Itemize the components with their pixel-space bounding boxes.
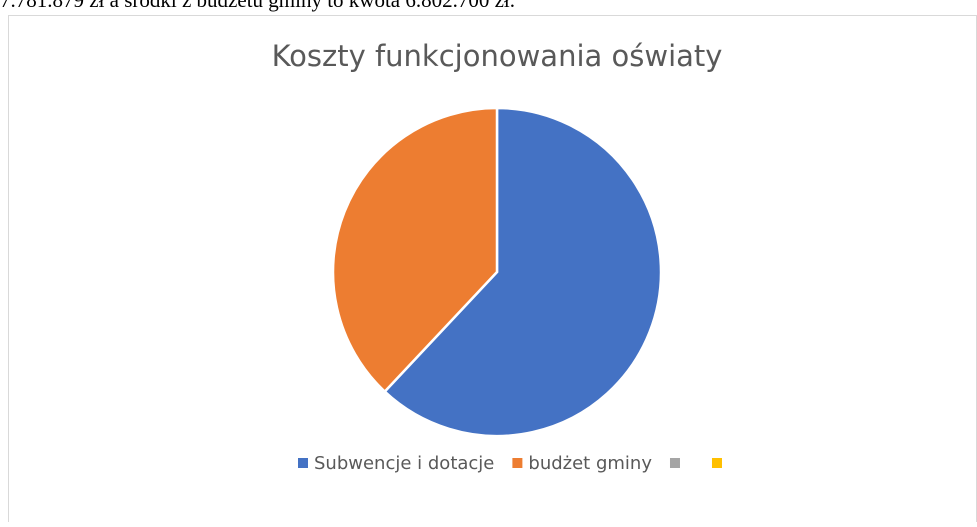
document-text: 7.781.879 zł a środki z budżetu gminy to… [0,0,515,12]
chart-title: Koszty funkcjonowania oświaty [272,39,723,73]
pie-slice [331,106,499,394]
legend-label: Subwencje i dotacje [314,453,494,474]
pie-slice [382,106,663,438]
legend-swatch [711,458,722,468]
legend-label: budżet gminy [528,453,652,474]
legend-swatch [512,458,523,468]
legend-swatch [669,458,680,468]
legend-swatch [298,458,308,468]
